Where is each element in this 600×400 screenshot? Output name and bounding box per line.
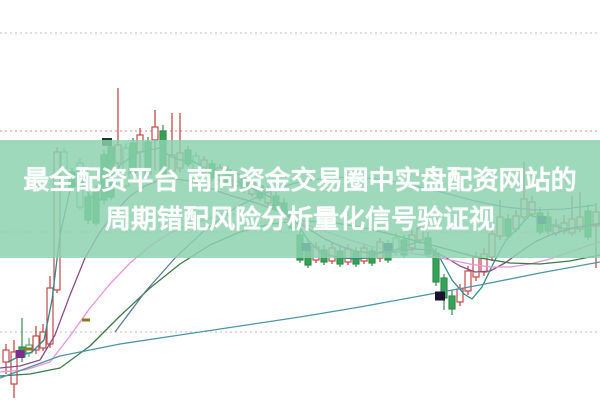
ma-slow-teal <box>0 261 600 379</box>
title-line-1: 最全配资平台 南向资金交易圈中实盘配资网站的 <box>23 164 577 195</box>
title-band: 最全配资平台 南向资金交易圈中实盘配资网站的 周期错配风险分析量化信号验证视 <box>0 140 600 258</box>
title-line-2: 周期错配风险分析量化信号验证视 <box>104 203 495 234</box>
